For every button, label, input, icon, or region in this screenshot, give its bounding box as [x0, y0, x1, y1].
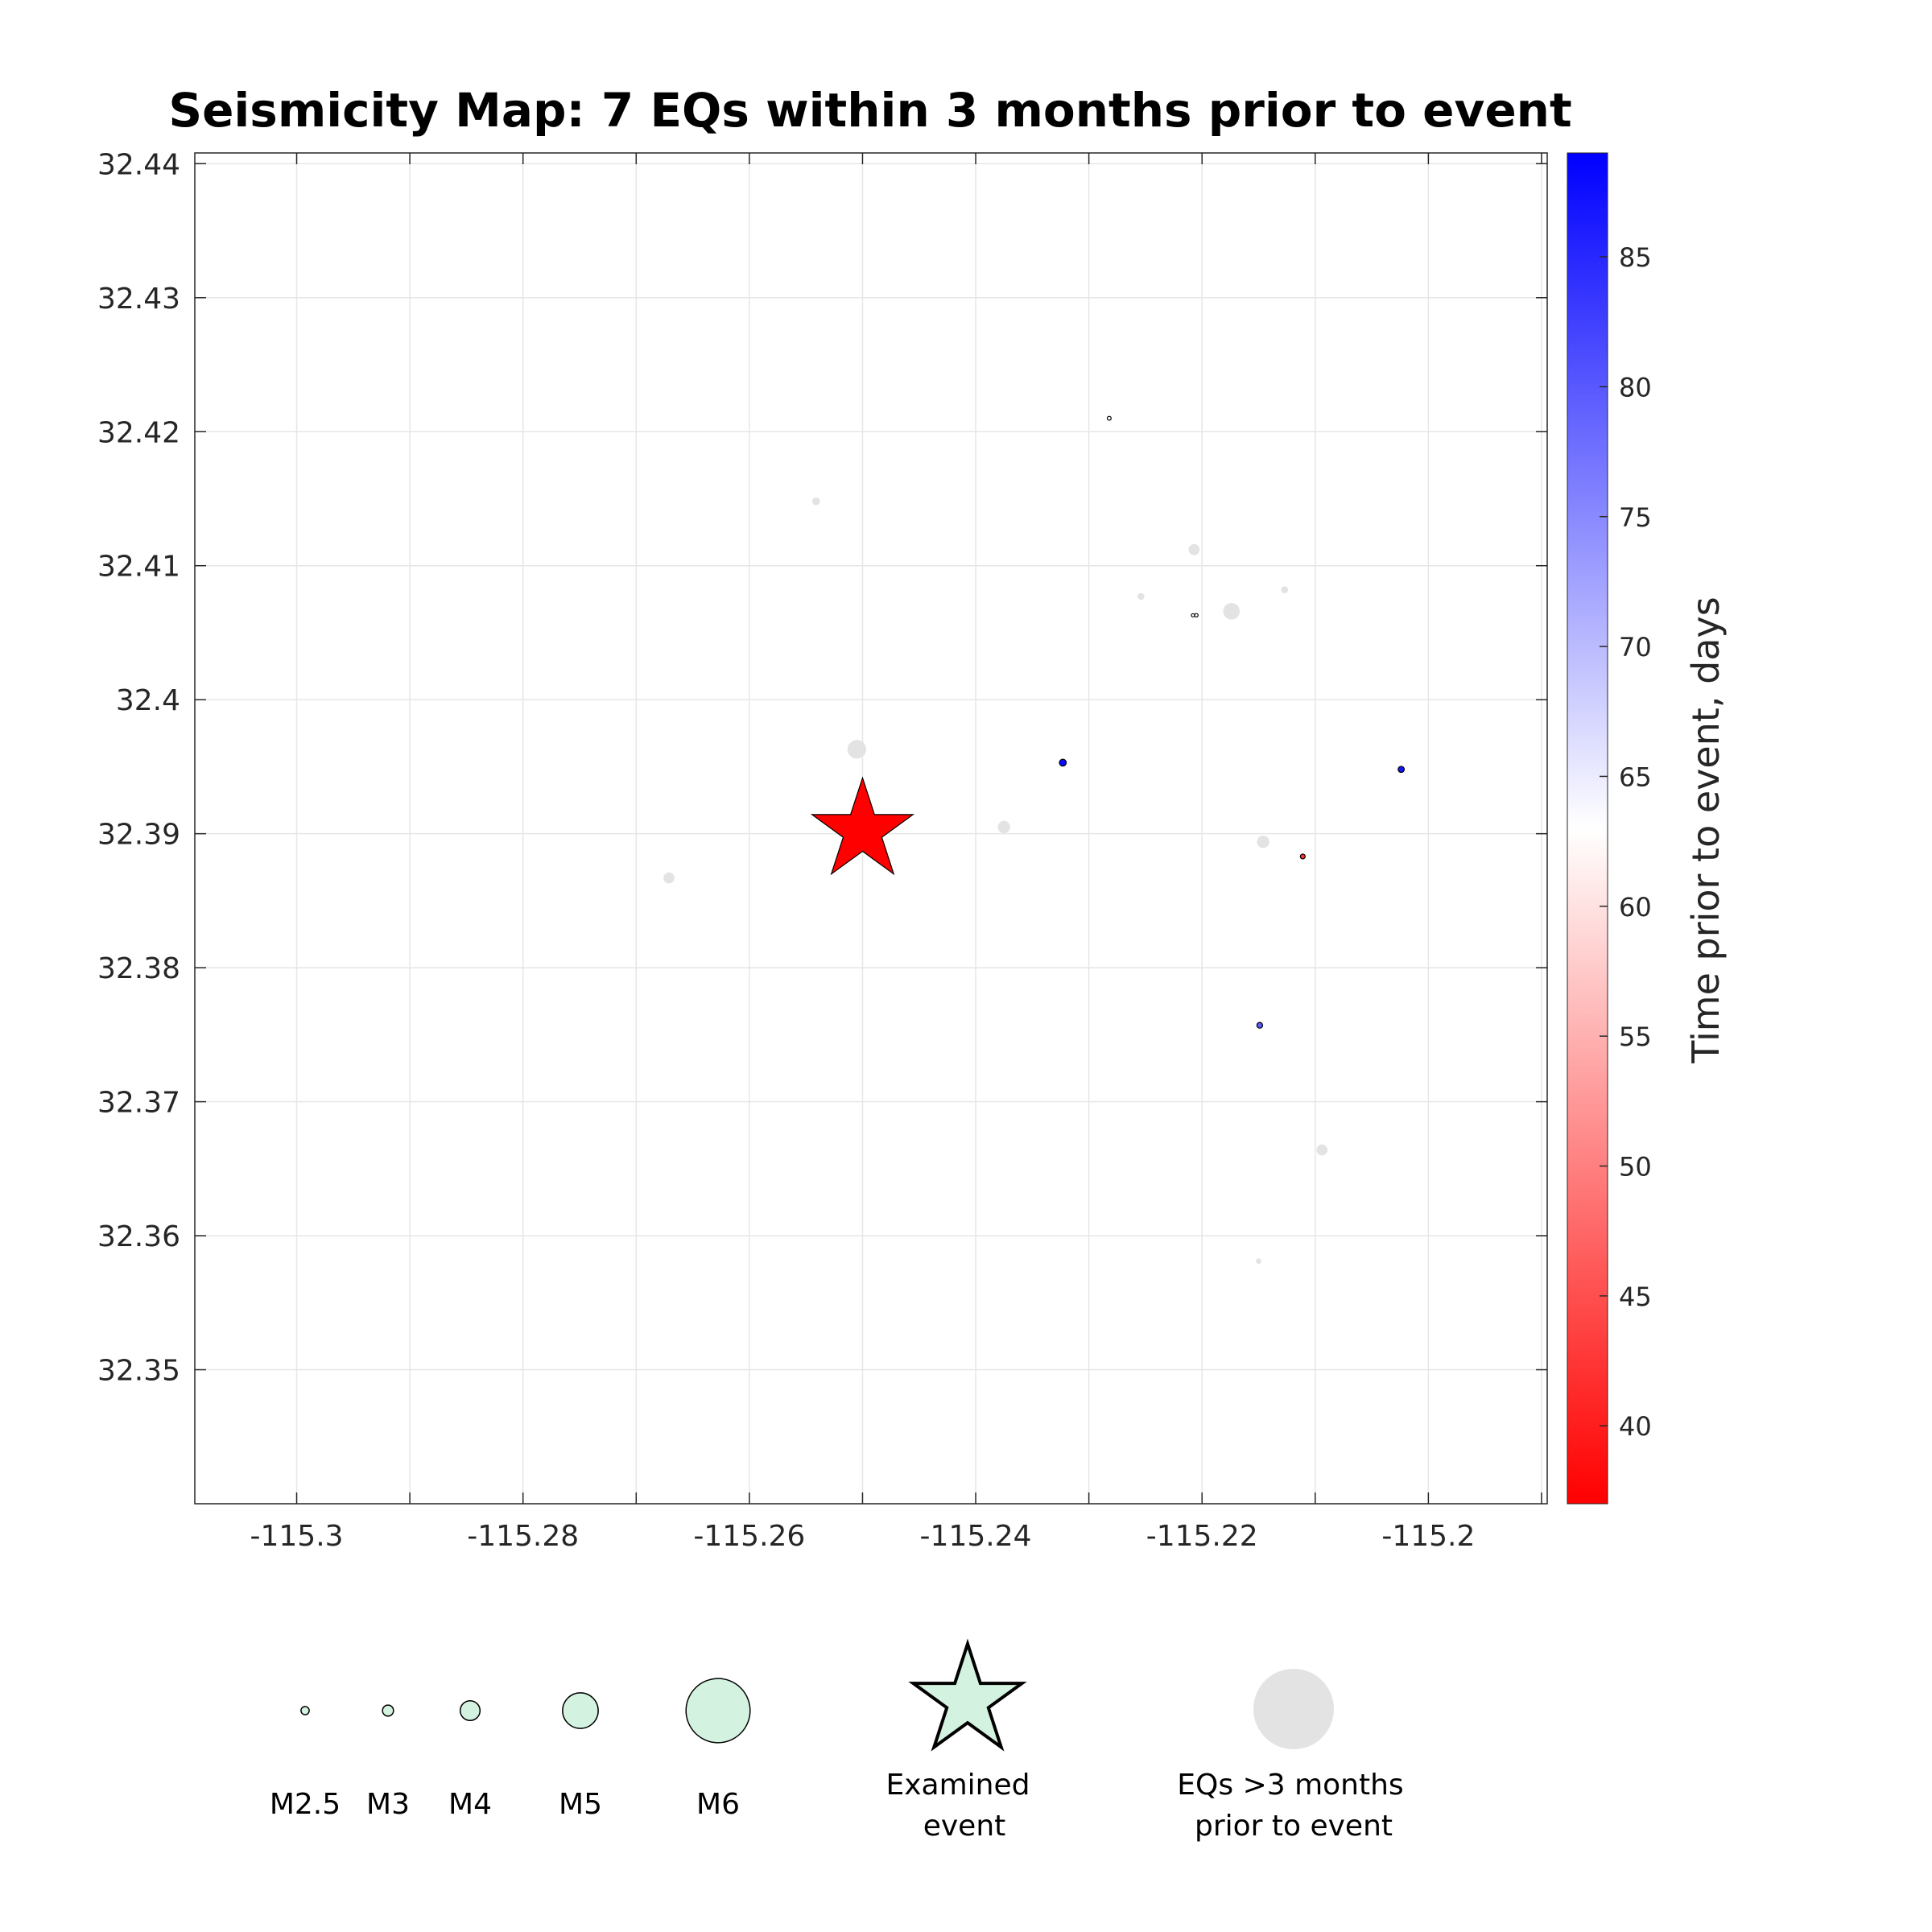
older-eq-marker — [1223, 603, 1241, 620]
recent-earthquakes-series — [1059, 415, 1406, 1029]
colorbar-tick-label: 45 — [1619, 1282, 1652, 1312]
legend-examined-label-line2: event — [923, 1810, 1006, 1843]
x-tick-label: -115.24 — [920, 1520, 1032, 1553]
legend-magnitude-label: M6 — [696, 1788, 740, 1821]
y-tick-label: 32.41 — [97, 551, 180, 584]
x-tick-label: -115.28 — [467, 1520, 579, 1553]
colorbar — [1567, 152, 1608, 1505]
colorbar-tick-label: 75 — [1619, 502, 1652, 533]
recent-eq-marker — [1106, 415, 1112, 421]
y-tick-label: 32.44 — [97, 148, 180, 181]
legend-magnitude-circle — [459, 1699, 481, 1722]
chart-title: Seismicity Map: 7 EQs within 3 months pr… — [168, 83, 1571, 138]
colorbar-label: Time prior to event, days — [1684, 597, 1728, 1063]
legend-magnitude-circle — [685, 1678, 751, 1744]
legend-older-label-line1: EQs >3 months — [1177, 1769, 1403, 1802]
colorbar-tick-label: 60 — [1619, 892, 1652, 923]
legend-magnitude-label: M2.5 — [270, 1788, 341, 1821]
y-tick-label: 32.39 — [97, 819, 180, 852]
colorbar-tick-label: 80 — [1619, 372, 1652, 402]
older-eq-marker — [1257, 835, 1269, 848]
y-tick-label: 32.42 — [97, 416, 180, 449]
older-eq-marker — [1316, 1144, 1328, 1156]
older-eq-marker — [812, 497, 820, 506]
recent-eq-marker — [1191, 613, 1195, 617]
axis-ticks — [195, 153, 1547, 1504]
y-tick-label: 32.4 — [116, 684, 180, 717]
legend-magnitude-label: M3 — [366, 1788, 410, 1821]
colorbar-tick-label: 70 — [1619, 632, 1652, 663]
recent-eq-marker — [1256, 1022, 1264, 1029]
recent-eq-marker — [1299, 853, 1306, 860]
x-tick-label: -115.2 — [1381, 1520, 1475, 1553]
older-eq-marker — [1256, 1258, 1261, 1265]
older-eq-marker — [847, 740, 867, 759]
colorbar-ticks: 40 45 50 55 60 65 70 75 80 85 — [1600, 242, 1652, 1442]
y-tick-label: 32.37 — [97, 1087, 180, 1120]
legend-magnitude-circle — [562, 1692, 599, 1729]
legend-magnitude-circle — [300, 1706, 310, 1715]
x-tick-label: -115.22 — [1146, 1520, 1258, 1553]
examined-event-series — [810, 776, 915, 876]
y-tick-label: 32.38 — [97, 952, 180, 985]
legend-magnitude-label: M4 — [448, 1788, 492, 1821]
older-eq-marker — [1137, 592, 1145, 601]
colorbar-tick-label: 40 — [1619, 1411, 1652, 1442]
legend-examined-star — [908, 1638, 1027, 1752]
legend: M2.5 M3 M4 M5 M6 Examined event EQs >3 month… — [270, 1638, 1404, 1843]
colorbar-tick-label: 85 — [1619, 242, 1652, 273]
examined-event-star — [810, 776, 915, 876]
older-eq-marker — [663, 872, 675, 884]
colorbar-tick-label: 55 — [1619, 1022, 1652, 1052]
recent-eq-marker — [1194, 613, 1199, 618]
x-tick-label: -115.3 — [250, 1520, 343, 1553]
legend-older-label-line2: prior to event — [1195, 1810, 1393, 1843]
older-eq-marker — [1188, 543, 1200, 555]
older-eq-marker — [997, 820, 1010, 834]
y-tick-label: 32.36 — [97, 1220, 180, 1253]
colorbar-tick-label: 65 — [1619, 762, 1652, 792]
legend-older-eq-marker — [1253, 1669, 1334, 1749]
y-tick-label: 32.35 — [97, 1355, 180, 1388]
recent-eq-marker — [1059, 758, 1067, 767]
legend-magnitude-label: M5 — [559, 1788, 602, 1821]
grid-lines — [195, 153, 1547, 1504]
legend-magnitude-scale: M2.5 M3 M4 M5 M6 — [270, 1678, 751, 1821]
older-eq-marker — [1281, 586, 1289, 593]
plot-area-frame — [194, 152, 1548, 1505]
colorbar-tick-label: 50 — [1619, 1152, 1652, 1183]
recent-eq-marker — [1397, 766, 1406, 774]
legend-examined-label-line1: Examined — [886, 1769, 1030, 1802]
axis-tick-labels: -115.3 -115.28 -115.26 -115.24 -115.22 -115.2… — [97, 148, 1475, 1553]
legend-magnitude-circle — [382, 1704, 394, 1717]
x-tick-label: -115.26 — [693, 1520, 805, 1553]
y-tick-label: 32.43 — [97, 283, 180, 316]
older-earthquakes-series — [663, 497, 1328, 1265]
